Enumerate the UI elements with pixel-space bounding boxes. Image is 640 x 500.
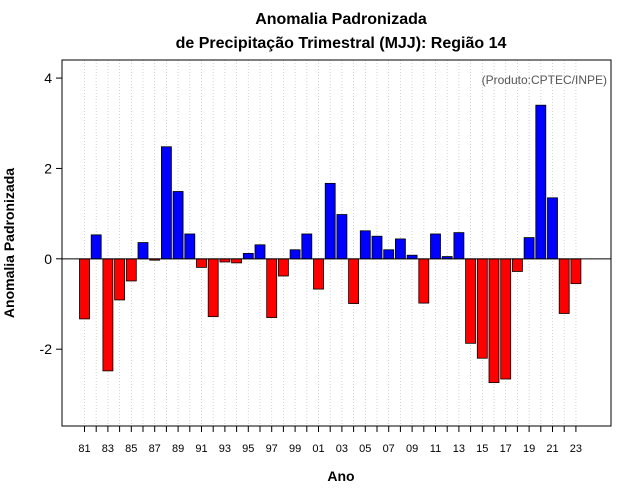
bar-1998 <box>277 258 289 277</box>
x-tick-label: 13 <box>453 443 465 455</box>
bar-1982 <box>90 234 102 260</box>
x-tick-label: 09 <box>406 443 418 455</box>
bar-1996 <box>254 244 266 260</box>
x-tick-label: 03 <box>336 443 348 455</box>
bar-2018 <box>512 258 523 272</box>
x-tick-label: 11 <box>430 443 441 455</box>
bar-2007 <box>383 249 395 260</box>
bar-1983 <box>102 258 114 372</box>
y-tick-label: 2 <box>44 160 52 176</box>
y-axis-title: Anomalia Padronizada <box>1 168 17 318</box>
bar-2015 <box>476 258 488 359</box>
x-tick-label: 91 <box>195 443 207 455</box>
x-tick-label: 01 <box>312 443 324 455</box>
bar-1985 <box>125 258 137 282</box>
x-tick-label: 15 <box>476 443 488 455</box>
bar-2001 <box>313 258 324 290</box>
bar-2003 <box>336 214 348 260</box>
bar-1999 <box>289 249 301 260</box>
bar-2016 <box>488 258 500 384</box>
x-tick-label: 99 <box>289 443 301 455</box>
y-axis: -2 0 2 4 <box>40 70 62 357</box>
bar-1990 <box>184 233 196 260</box>
x-tick-label: 81 <box>78 443 90 455</box>
bar-2011 <box>430 233 441 260</box>
x-tick-label: 17 <box>500 443 512 455</box>
x-tick-label: 89 <box>172 443 184 455</box>
bar-1991 <box>196 258 207 268</box>
bar-1997 <box>266 258 278 318</box>
bar-1984 <box>114 258 125 301</box>
bar-2019 <box>523 237 535 260</box>
bar-2004 <box>348 258 360 304</box>
bar-1988 <box>160 146 172 260</box>
bar-1994 <box>231 258 243 264</box>
bar-1995 <box>242 252 254 260</box>
credit-label: (Produto:CPTEC/INPE) <box>482 73 607 87</box>
bar-2005 <box>359 230 371 260</box>
y-tick-label: 4 <box>44 70 52 86</box>
x-tick-label: 05 <box>359 443 371 455</box>
bar-2014 <box>465 258 477 344</box>
bar-2023 <box>570 258 582 285</box>
bar-2021 <box>547 197 558 260</box>
bar-1989 <box>172 191 184 260</box>
plot-frame <box>61 59 612 427</box>
x-tick-label: 93 <box>219 443 231 455</box>
x-tick-label: 83 <box>102 443 114 455</box>
x-tick-label: 19 <box>523 443 535 455</box>
bar-1992 <box>207 258 219 318</box>
bar-2006 <box>371 235 383 260</box>
x-tick-label: 07 <box>383 443 395 455</box>
bar-2022 <box>558 258 570 314</box>
x-axis-title: Ano <box>327 468 354 484</box>
x-tick-label: 87 <box>149 443 161 455</box>
bar-2008 <box>394 238 406 260</box>
bar-2017 <box>500 258 512 380</box>
x-axis: 81 83 85 87 89 91 93 95 97 99 01 03 05 07 09 11 13 15 17 19… <box>78 426 582 455</box>
bar-2013 <box>453 232 465 260</box>
bar-2010 <box>418 258 430 304</box>
x-tick-label: 85 <box>125 443 137 455</box>
x-tick-label: 23 <box>570 443 582 455</box>
chart-subtitle: de Precipitação Trimestral (MJJ): Região… <box>176 35 507 52</box>
bar-1986 <box>137 242 149 260</box>
x-tick-label: 97 <box>266 443 278 455</box>
x-tick-label: 95 <box>242 443 254 455</box>
x-tick-label: 21 <box>546 443 558 455</box>
chart-title: Anomalia Padronizada <box>255 11 427 28</box>
bar-2002 <box>324 182 336 260</box>
bar-2009 <box>406 254 418 260</box>
bars <box>79 104 582 384</box>
y-tick-label: 0 <box>44 251 52 267</box>
bar-1981 <box>79 258 90 320</box>
bar-2020 <box>535 104 547 260</box>
y-tick-label: -2 <box>40 341 53 357</box>
bar-2000 <box>301 233 313 260</box>
